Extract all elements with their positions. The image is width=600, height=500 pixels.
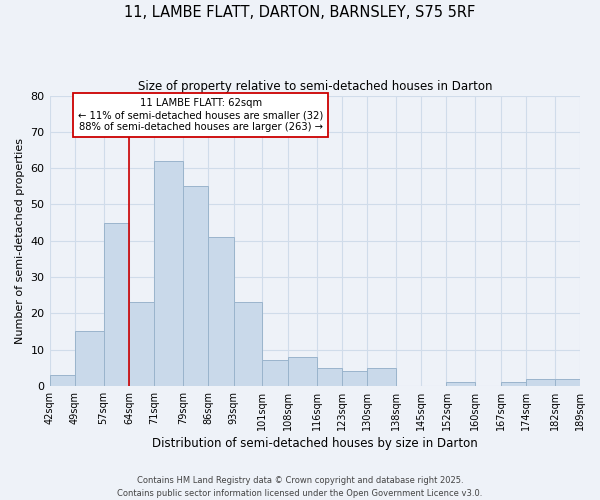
Bar: [367, 368, 396, 386]
Y-axis label: Number of semi-detached properties: Number of semi-detached properties: [15, 138, 25, 344]
Bar: [342, 372, 367, 386]
Text: 11, LAMBE FLATT, DARTON, BARNSLEY, S75 5RF: 11, LAMBE FLATT, DARTON, BARNSLEY, S75 5…: [124, 5, 476, 20]
Bar: [317, 368, 342, 386]
Bar: [288, 357, 317, 386]
Bar: [50, 375, 75, 386]
Bar: [129, 302, 154, 386]
Bar: [75, 332, 104, 386]
Bar: [555, 378, 580, 386]
Text: 11 LAMBE FLATT: 62sqm
← 11% of semi-detached houses are smaller (32)
88% of semi: 11 LAMBE FLATT: 62sqm ← 11% of semi-deta…: [78, 98, 323, 132]
Bar: [154, 161, 183, 386]
X-axis label: Distribution of semi-detached houses by size in Darton: Distribution of semi-detached houses by …: [152, 437, 478, 450]
Bar: [233, 302, 262, 386]
Bar: [446, 382, 475, 386]
Bar: [500, 382, 526, 386]
Bar: [183, 186, 208, 386]
Bar: [208, 237, 233, 386]
Bar: [104, 222, 129, 386]
Bar: [526, 378, 555, 386]
Title: Size of property relative to semi-detached houses in Darton: Size of property relative to semi-detach…: [137, 80, 492, 93]
Bar: [262, 360, 288, 386]
Text: Contains HM Land Registry data © Crown copyright and database right 2025.
Contai: Contains HM Land Registry data © Crown c…: [118, 476, 482, 498]
